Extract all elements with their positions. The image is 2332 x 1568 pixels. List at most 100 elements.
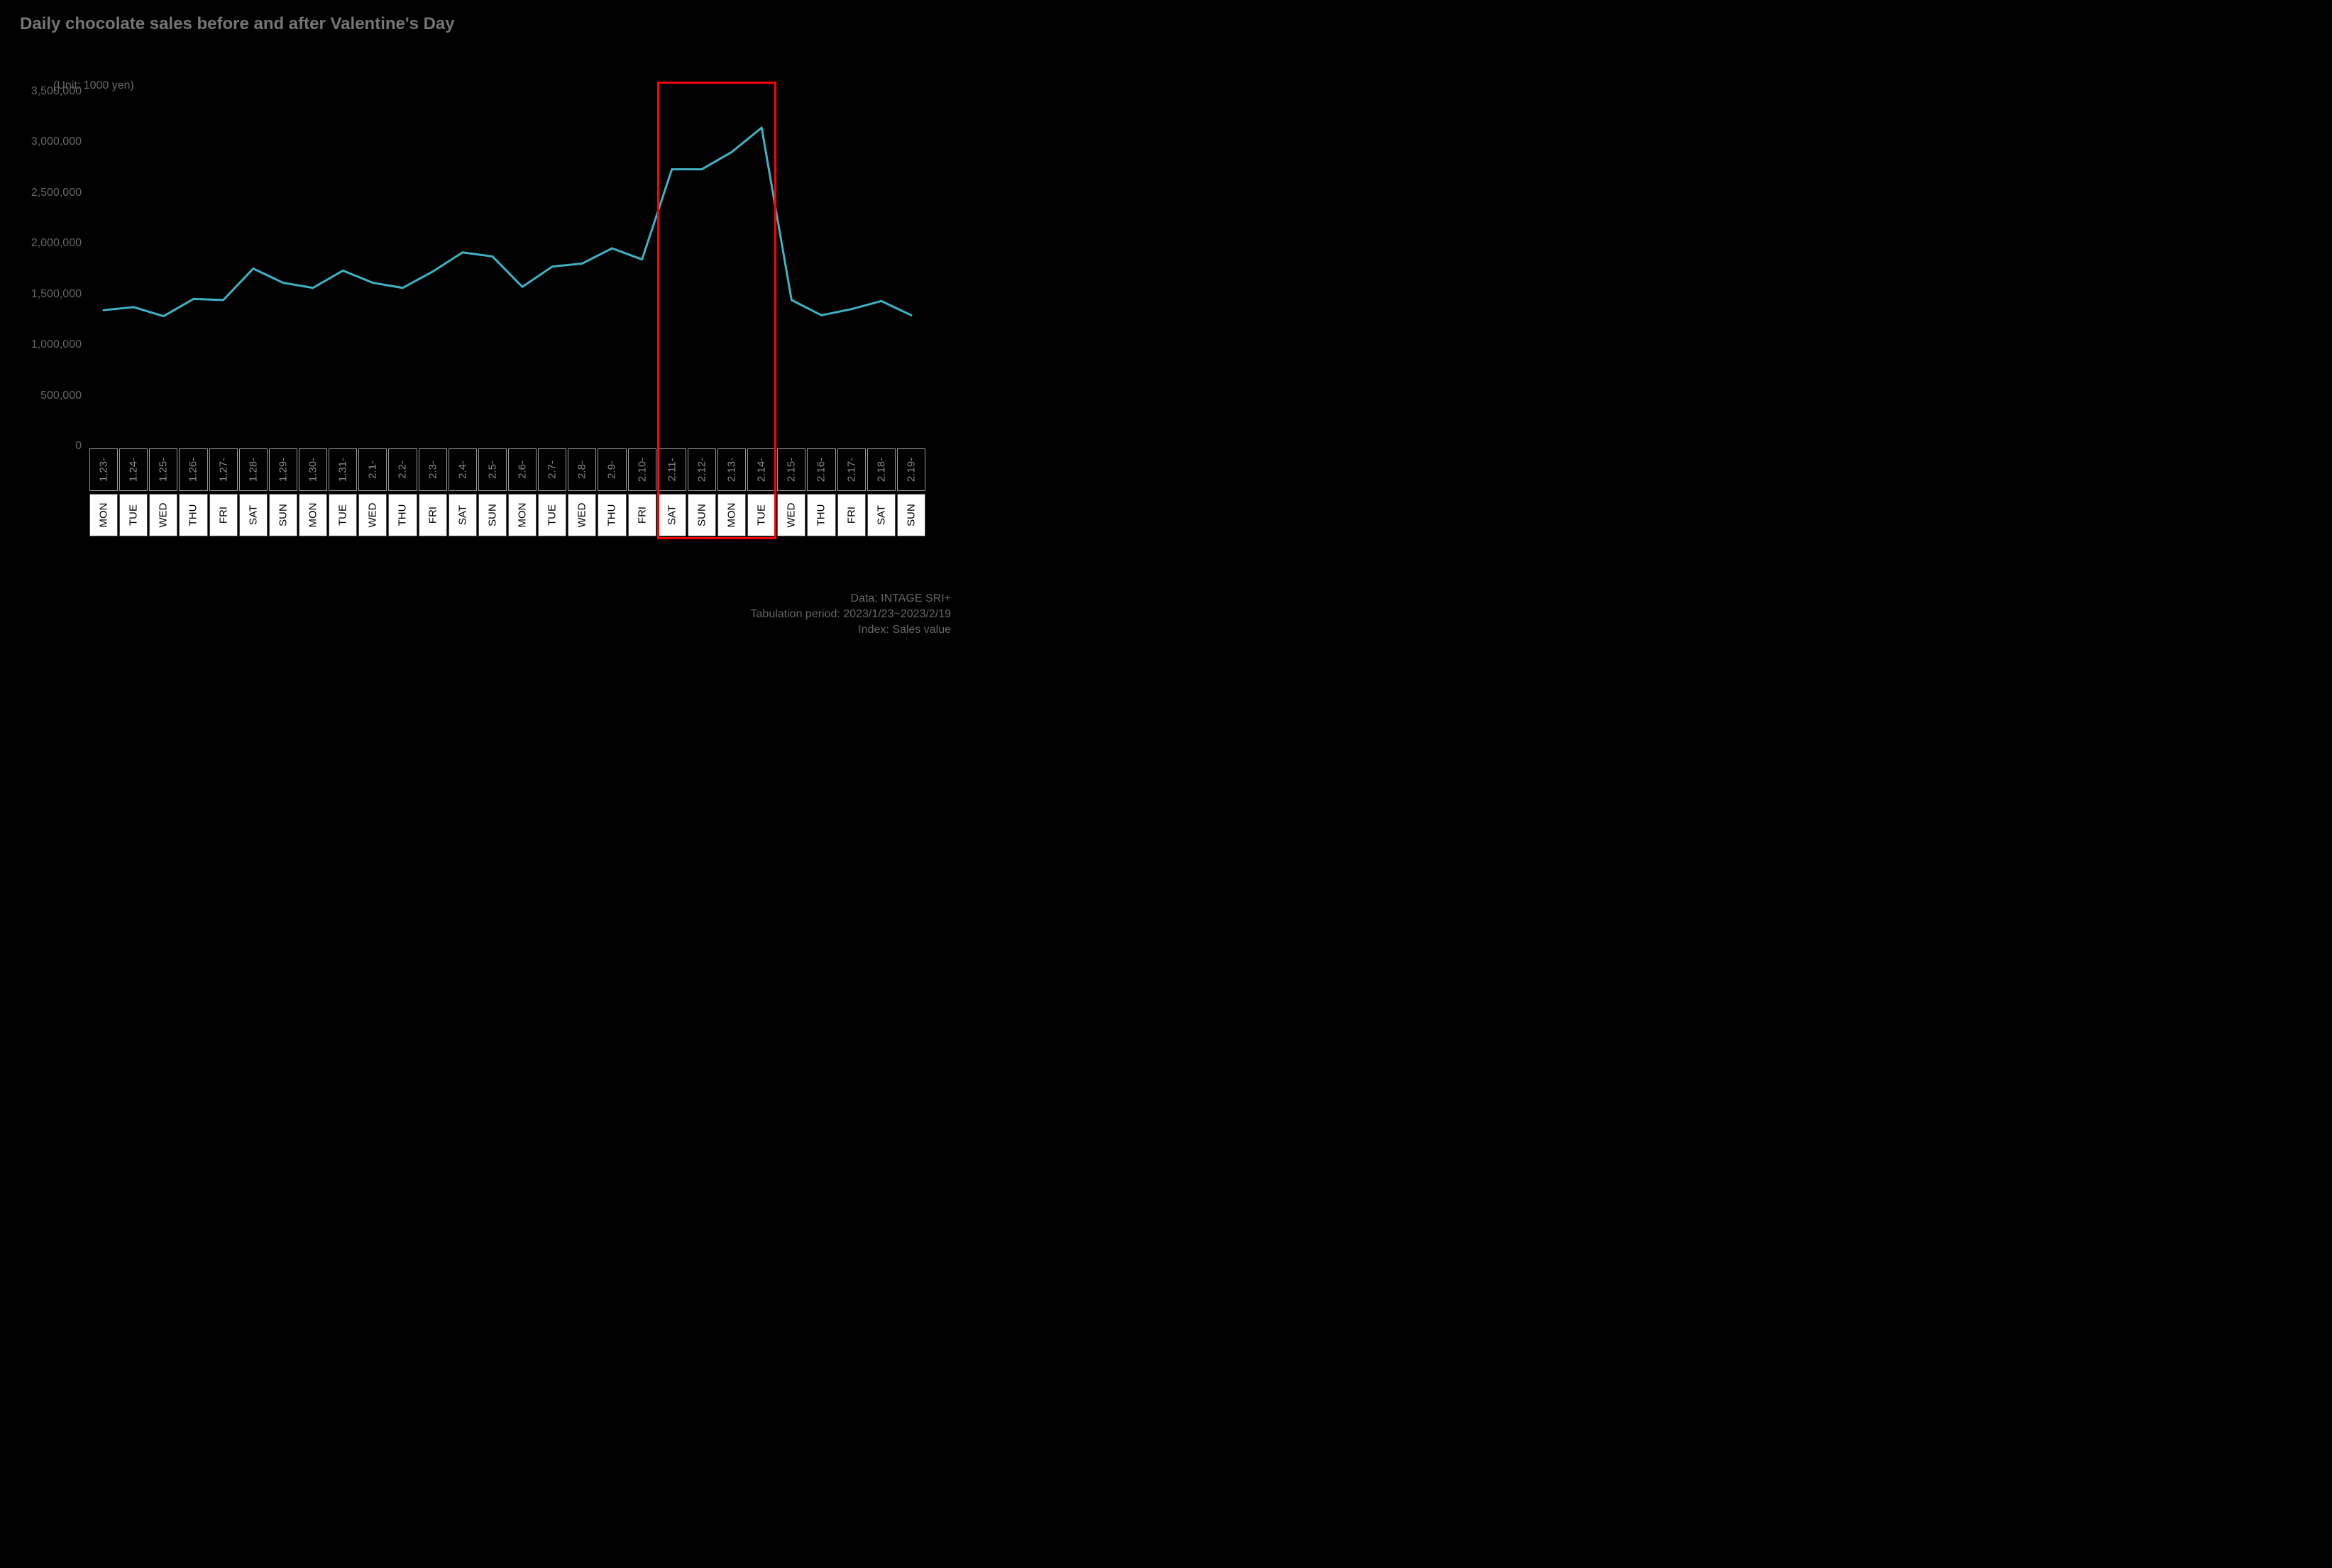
x-dow-label: THU	[397, 504, 409, 526]
x-dow-label: SUN	[277, 504, 289, 526]
x-dow-label: FRI	[636, 507, 648, 524]
x-dow-label: SAT	[456, 505, 468, 525]
x-dow-cell: MON	[89, 494, 118, 536]
x-dow-cell: WED	[777, 494, 805, 536]
x-dow-label: THU	[606, 504, 618, 526]
x-dow-label: TUE	[337, 504, 349, 526]
x-date-label: 1.29-	[277, 458, 289, 482]
x-dow-label: SUN	[695, 504, 708, 526]
x-date-label: 2.14-	[756, 458, 768, 482]
x-date-cell: 2.1-	[358, 448, 387, 491]
x-date-cell: 2.2-	[388, 448, 417, 491]
x-dow-cell: THU	[807, 494, 835, 536]
x-date-cell: 2.7-	[538, 448, 566, 491]
x-dow-label: SUN	[905, 504, 917, 526]
sales-line	[104, 128, 911, 316]
x-date-cell: 1.26-	[179, 448, 207, 491]
x-dow-label: WED	[367, 503, 379, 528]
x-date-label: 2.7-	[546, 460, 559, 479]
x-date-label: 1.30-	[307, 458, 319, 482]
x-dow-cell: FRI	[209, 494, 238, 536]
x-dow-label: MON	[98, 503, 110, 528]
x-date-cell: 1.29-	[269, 448, 297, 491]
x-date-cell: 1.28-	[239, 448, 268, 491]
y-tick-label: 1,500,000	[18, 288, 82, 301]
x-dow-cell: MON	[717, 494, 746, 536]
x-date-cell: 2.16-	[807, 448, 835, 491]
x-date-label: 2.15-	[786, 458, 798, 482]
x-dow-cell: TUE	[329, 494, 357, 536]
x-date-label: 1.25-	[158, 458, 170, 482]
x-dow-cell: SAT	[449, 494, 477, 536]
x-date-cell: 2.12-	[688, 448, 716, 491]
x-dow-label: THU	[187, 504, 199, 526]
x-date-label: 2.12-	[695, 458, 708, 482]
x-dow-label: TUE	[546, 504, 559, 526]
y-tick-label: 0	[18, 440, 82, 453]
x-dow-cell: TUE	[119, 494, 148, 536]
x-date-cell: 2.10-	[628, 448, 656, 491]
x-dow-label: MON	[517, 503, 529, 528]
footer-index: Index: Sales value	[858, 624, 951, 636]
y-tick-label: 500,000	[18, 390, 82, 402]
x-date-cell: 2.11-	[658, 448, 686, 491]
x-dow-cell: SAT	[867, 494, 896, 536]
x-dow-label: FRI	[427, 507, 439, 524]
x-dow-cell: SAT	[239, 494, 268, 536]
y-tick-label: 3,500,000	[18, 85, 82, 98]
x-dow-cell: SUN	[269, 494, 297, 536]
x-date-label: 1.31-	[337, 458, 349, 482]
x-dow-label: SUN	[486, 504, 498, 526]
x-dow-cell: FRI	[419, 494, 447, 536]
x-date-cell: 1.23-	[89, 448, 118, 491]
x-dow-label: FRI	[217, 507, 229, 524]
x-dow-label: TUE	[128, 504, 140, 526]
x-dow-cell: SAT	[658, 494, 686, 536]
x-date-cell: 2.13-	[717, 448, 746, 491]
x-date-label: 1.28-	[247, 458, 259, 482]
x-date-label: 2.16-	[815, 458, 827, 482]
x-dow-cell: MON	[299, 494, 327, 536]
x-dow-label: WED	[158, 503, 170, 528]
x-date-label: 2.6-	[517, 460, 529, 479]
x-date-cell: 2.19-	[897, 448, 925, 491]
x-date-label: 2.19-	[905, 458, 917, 482]
footer-period: Tabulation period: 2023/1/23~2023/2/19	[751, 608, 951, 621]
x-dow-cell: SUN	[478, 494, 507, 536]
x-dow-label: MON	[726, 503, 738, 528]
x-date-cell: 2.8-	[568, 448, 596, 491]
x-date-cell: 2.18-	[867, 448, 896, 491]
chart-title: Daily chocolate sales before and after V…	[20, 14, 455, 34]
x-date-cell: 2.5-	[478, 448, 507, 491]
x-date-label: 2.11-	[666, 458, 678, 481]
y-tick-label: 2,500,000	[18, 187, 82, 199]
x-dow-cell: TUE	[538, 494, 566, 536]
x-dow-label: THU	[815, 504, 827, 526]
footer-data-source: Data: INTAGE SRI+	[850, 592, 951, 605]
x-date-label: 2.5-	[486, 460, 498, 479]
y-tick-label: 2,000,000	[18, 237, 82, 250]
x-date-cell: 1.31-	[329, 448, 357, 491]
line-chart-plot	[89, 92, 926, 447]
y-tick-label: 1,000,000	[18, 338, 82, 351]
x-dow-cell: WED	[358, 494, 387, 536]
x-dow-label: SAT	[247, 505, 259, 525]
x-dow-cell: THU	[179, 494, 207, 536]
x-dow-label: WED	[786, 503, 798, 528]
x-date-label: 1.23-	[98, 458, 110, 482]
x-date-label: 2.3-	[427, 460, 439, 479]
x-date-cell: 2.4-	[449, 448, 477, 491]
x-date-cell: 2.6-	[508, 448, 537, 491]
x-date-label: 1.26-	[187, 458, 199, 482]
x-date-label: 1.24-	[128, 458, 140, 482]
x-date-cell: 1.30-	[299, 448, 327, 491]
x-date-label: 2.18-	[875, 458, 887, 482]
y-tick-label: 3,000,000	[18, 136, 82, 148]
x-dow-cell: WED	[568, 494, 596, 536]
x-date-label: 2.13-	[726, 458, 738, 482]
x-dow-cell: FRI	[837, 494, 866, 536]
x-date-label: 2.9-	[606, 460, 618, 479]
x-date-label: 2.10-	[636, 458, 648, 482]
x-dow-cell: TUE	[747, 494, 776, 536]
x-dow-cell: SUN	[897, 494, 925, 536]
